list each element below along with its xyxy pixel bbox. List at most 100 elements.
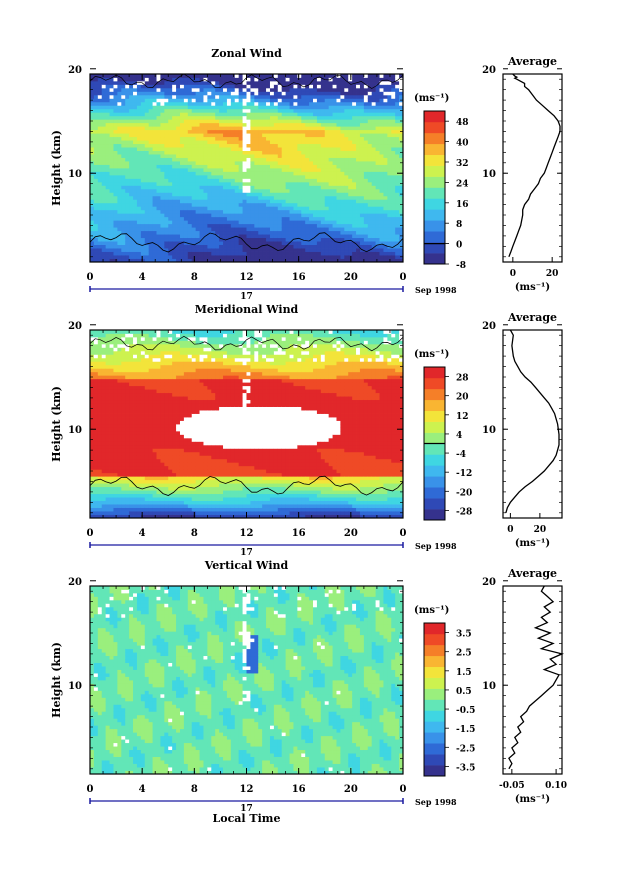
heatmap-cell xyxy=(176,115,181,120)
heatmap-cell xyxy=(391,237,396,242)
heatmap-cell xyxy=(367,181,373,186)
heatmap-cell xyxy=(305,237,310,242)
heatmap-cell xyxy=(273,115,279,120)
heatmap-cell xyxy=(129,129,134,134)
heatmap-cell xyxy=(383,255,388,259)
heatmap-cell xyxy=(156,223,161,228)
heatmap-cell xyxy=(156,258,161,263)
heatmap-cell xyxy=(367,216,373,221)
heatmap-cell xyxy=(176,213,181,218)
heatmap-cell xyxy=(168,216,173,221)
heatmap-cell xyxy=(320,202,326,207)
heatmap-cell xyxy=(285,168,290,172)
heatmap-cell xyxy=(109,230,114,235)
heatmap-cell xyxy=(246,237,251,242)
heatmap-cell xyxy=(336,178,341,183)
heatmap-cell xyxy=(246,168,251,172)
heatmap-cell xyxy=(133,115,138,120)
heatmap-cell xyxy=(293,174,298,179)
heatmap-cell xyxy=(223,171,228,176)
heatmap-cell xyxy=(117,112,122,117)
heatmap-cell xyxy=(230,154,236,158)
heatmap-cell xyxy=(140,94,146,99)
heatmap-cell xyxy=(391,209,396,214)
heatmap-cell xyxy=(129,94,134,99)
heatmap-cell xyxy=(203,199,208,204)
heatmap-cell xyxy=(363,129,369,134)
heatmap-cell xyxy=(121,181,126,186)
colorbar-swatch xyxy=(424,209,445,221)
heatmap-cell xyxy=(211,244,216,249)
heatmap-cell xyxy=(250,168,255,172)
heatmap-cell xyxy=(160,223,165,228)
heatmap-cell xyxy=(246,115,251,120)
heatmap-cell xyxy=(269,185,275,190)
heatmap-cell xyxy=(301,122,306,127)
heatmap-cell xyxy=(316,136,322,141)
heatmap-cell xyxy=(203,223,208,228)
heatmap-cell xyxy=(379,143,384,148)
heatmap-cell xyxy=(152,216,157,221)
heatmap-cell xyxy=(316,119,322,124)
heatmap-cell xyxy=(242,209,247,214)
heatmap-cell xyxy=(399,230,404,235)
heatmap-cell xyxy=(101,171,107,176)
heatmap-cell xyxy=(277,84,283,89)
heatmap-cell xyxy=(207,227,212,232)
heatmap-cell xyxy=(277,209,283,214)
heatmap-cell xyxy=(156,188,161,193)
heatmap-cell xyxy=(309,115,314,120)
heatmap-cell xyxy=(117,413,122,418)
heatmap-cell xyxy=(187,164,193,169)
heatmap-cell xyxy=(309,108,314,113)
heatmap-cell xyxy=(246,122,251,127)
heatmap-cell xyxy=(262,143,267,148)
heatmap-cell xyxy=(101,469,107,474)
heatmap-cell xyxy=(281,112,287,117)
heatmap-cell xyxy=(125,122,130,127)
heatmap-cell xyxy=(129,251,134,256)
heatmap-cell xyxy=(234,105,240,110)
heatmap-cell xyxy=(391,248,396,252)
heatmap-cell xyxy=(348,91,353,96)
heatmap-cell xyxy=(273,258,279,263)
heatmap-cell xyxy=(266,164,271,169)
heatmap-cell xyxy=(367,188,373,193)
heatmap-cell xyxy=(148,150,153,155)
heatmap-cell xyxy=(203,143,208,148)
heatmap-cell xyxy=(219,154,224,158)
heatmap-cell xyxy=(254,150,259,155)
heatmap-cell xyxy=(273,178,279,183)
heatmap-cell xyxy=(266,178,271,183)
heatmap-cell xyxy=(168,192,173,197)
heatmap-cell xyxy=(164,168,169,172)
heatmap-cell xyxy=(379,126,384,131)
heatmap-cell xyxy=(172,223,177,228)
heatmap-cell xyxy=(215,181,220,186)
heatmap-cell xyxy=(238,80,243,85)
heatmap-cell xyxy=(168,74,173,78)
heatmap-cell xyxy=(391,84,396,89)
heatmap-cell xyxy=(285,119,290,124)
heatmap-cell xyxy=(187,168,193,172)
heatmap-cell xyxy=(277,108,283,113)
heatmap-cell xyxy=(383,258,388,263)
heatmap-cell xyxy=(313,94,318,99)
heatmap-cell xyxy=(101,195,107,200)
heatmap-cell xyxy=(113,101,118,106)
heatmap-cell xyxy=(230,150,236,155)
heatmap-cell xyxy=(109,206,114,211)
heatmap-cell xyxy=(367,119,373,124)
heatmap-cell xyxy=(344,255,349,259)
heatmap-cell xyxy=(140,258,146,263)
heatmap-cell xyxy=(281,94,287,99)
heatmap-cell xyxy=(262,108,267,113)
heatmap-cell xyxy=(144,178,150,183)
heatmap-cell xyxy=(199,206,204,211)
heatmap-cell xyxy=(273,94,279,99)
heatmap-cell xyxy=(273,136,279,141)
heatmap-cell xyxy=(399,195,404,200)
heatmap-cell xyxy=(164,80,169,85)
heatmap-cell xyxy=(371,133,377,138)
